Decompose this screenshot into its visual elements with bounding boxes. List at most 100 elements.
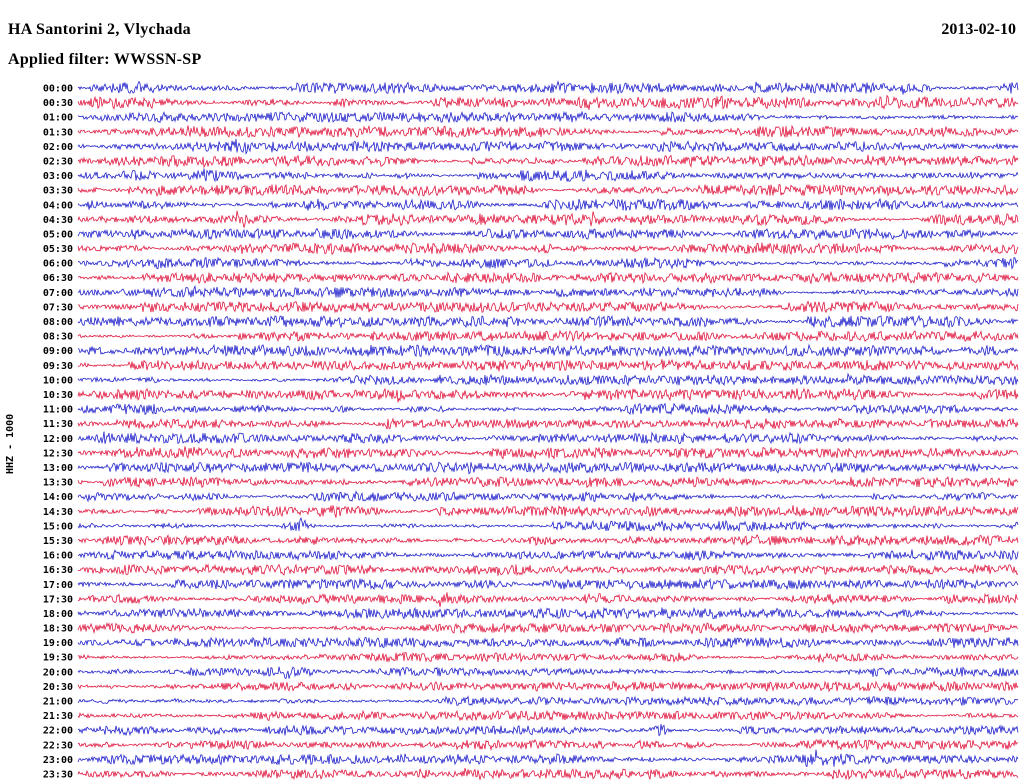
trace-time-label: 00:00 [43, 84, 73, 95]
seismogram-trace [77, 343, 1019, 358]
trace-time-label: 01:30 [43, 127, 73, 138]
trace-time-label: 07:00 [43, 288, 73, 299]
seismogram-trace [77, 666, 1019, 680]
seismogram-trace [77, 372, 1019, 387]
trace-time-label: 15:30 [43, 536, 73, 547]
trace-time-label: 18:00 [43, 609, 73, 620]
seismogram-trace [77, 549, 1019, 562]
seismogram-trace [77, 577, 1019, 591]
seismogram-trace [77, 329, 1019, 343]
trace-time-label: 21:30 [43, 711, 73, 722]
seismogram-trace [77, 621, 1019, 635]
seismogram-trace [77, 504, 1019, 518]
trace-time-label: 11:30 [43, 419, 73, 430]
seismogram-trace [77, 80, 1019, 95]
trace-time-label: 03:30 [43, 186, 73, 197]
trace-time-label: 09:00 [43, 346, 73, 357]
seismogram-trace [77, 110, 1018, 124]
trace-time-label: 03:00 [43, 171, 73, 182]
trace-time-label: 05:30 [43, 244, 73, 255]
seismogram-trace [77, 749, 1019, 768]
seismogram-trace [77, 210, 1019, 228]
seismogram-trace [77, 490, 1019, 503]
trace-time-label: 04:00 [43, 200, 73, 211]
seismogram-trace [77, 695, 1019, 707]
record-date: 2013-02-10 [941, 21, 1016, 38]
trace-time-label: 01:00 [43, 113, 73, 124]
seismogram-trace [77, 227, 1019, 241]
seismogram-trace [77, 723, 1019, 737]
seismogram-trace [77, 461, 1019, 475]
trace-time-label: 15:00 [43, 521, 73, 532]
trace-time-label: 00:30 [43, 98, 73, 109]
trace-time-label: 16:30 [43, 565, 73, 576]
trace-time-label: 21:00 [43, 697, 73, 708]
seismogram-trace [77, 563, 1019, 577]
seismogram-trace [77, 517, 1019, 533]
seismogram-trace [77, 94, 1019, 110]
trace-time-label: 20:00 [43, 667, 73, 678]
trace-time-label: 12:00 [43, 434, 73, 445]
trace-time-label: 10:00 [43, 375, 73, 386]
seismogram-trace [77, 592, 1019, 608]
trace-time-label: 19:00 [43, 638, 73, 649]
seismogram-trace [77, 271, 1019, 285]
seismogram-trace [77, 138, 1019, 155]
trace-time-label: 11:00 [43, 405, 73, 416]
seismogram-trace [77, 636, 1019, 649]
trace-time-label: 13:00 [43, 463, 73, 474]
seismogram-trace [77, 446, 1019, 460]
trace-time-label: 19:30 [43, 653, 73, 664]
trace-time-label: 13:30 [43, 478, 73, 489]
trace-time-label: 12:30 [43, 448, 73, 459]
seismogram-trace [77, 402, 1019, 416]
seismogram-trace [77, 709, 1019, 722]
trace-time-label: 14:30 [43, 507, 73, 518]
seismogram-trace [77, 606, 1018, 620]
trace-time-label: 10:30 [43, 390, 73, 401]
seismogram-trace [77, 417, 1019, 431]
seismogram-trace [77, 680, 1019, 693]
station-title: HA Santorini 2, Vlychada [8, 21, 191, 38]
seismogram-trace [77, 738, 1019, 752]
seismogram-trace [77, 387, 1019, 403]
seismogram-trace [77, 359, 1019, 372]
trace-time-label: 17:30 [43, 594, 73, 605]
trace-time-label: 23:30 [43, 770, 73, 780]
seismogram-trace [77, 300, 1019, 314]
trace-time-label: 22:00 [43, 726, 73, 737]
trace-time-label: 06:30 [43, 273, 73, 284]
trace-time-label: 18:30 [43, 624, 73, 635]
trace-time-label: 02:30 [43, 157, 73, 168]
seismogram-trace [77, 168, 1019, 183]
trace-time-label: 17:00 [43, 580, 73, 591]
trace-time-label: 02:00 [43, 142, 73, 153]
trace-time-label: 04:30 [43, 215, 73, 226]
seismogram-trace [77, 124, 1019, 139]
seismogram-trace [77, 154, 1019, 169]
trace-time-label: 22:30 [43, 740, 73, 751]
trace-time-label: 20:30 [43, 682, 73, 693]
seismogram-trace [77, 431, 1019, 445]
trace-time-label: 14:00 [43, 492, 73, 503]
trace-time-label: 06:00 [43, 259, 73, 270]
seismogram-trace [77, 475, 1019, 489]
seismogram-trace [77, 242, 1019, 256]
trace-time-label: 23:00 [43, 755, 73, 766]
seismogram-trace [77, 285, 1019, 299]
trace-time-label: 08:30 [43, 332, 73, 343]
seismogram-trace [77, 314, 1019, 329]
trace-time-label: 16:00 [43, 551, 73, 562]
seismogram-trace [77, 651, 1019, 664]
trace-time-label: 05:00 [43, 230, 73, 241]
filter-label: Applied filter: WWSSN-SP [8, 51, 202, 68]
seismogram-trace [77, 197, 1019, 211]
seismogram-trace [77, 256, 1018, 270]
trace-time-label: 07:30 [43, 302, 73, 313]
trace-time-label: 09:30 [43, 361, 73, 372]
seismogram-trace [77, 767, 1019, 780]
seismogram-trace [77, 533, 1019, 547]
seismogram-trace [77, 183, 1019, 197]
